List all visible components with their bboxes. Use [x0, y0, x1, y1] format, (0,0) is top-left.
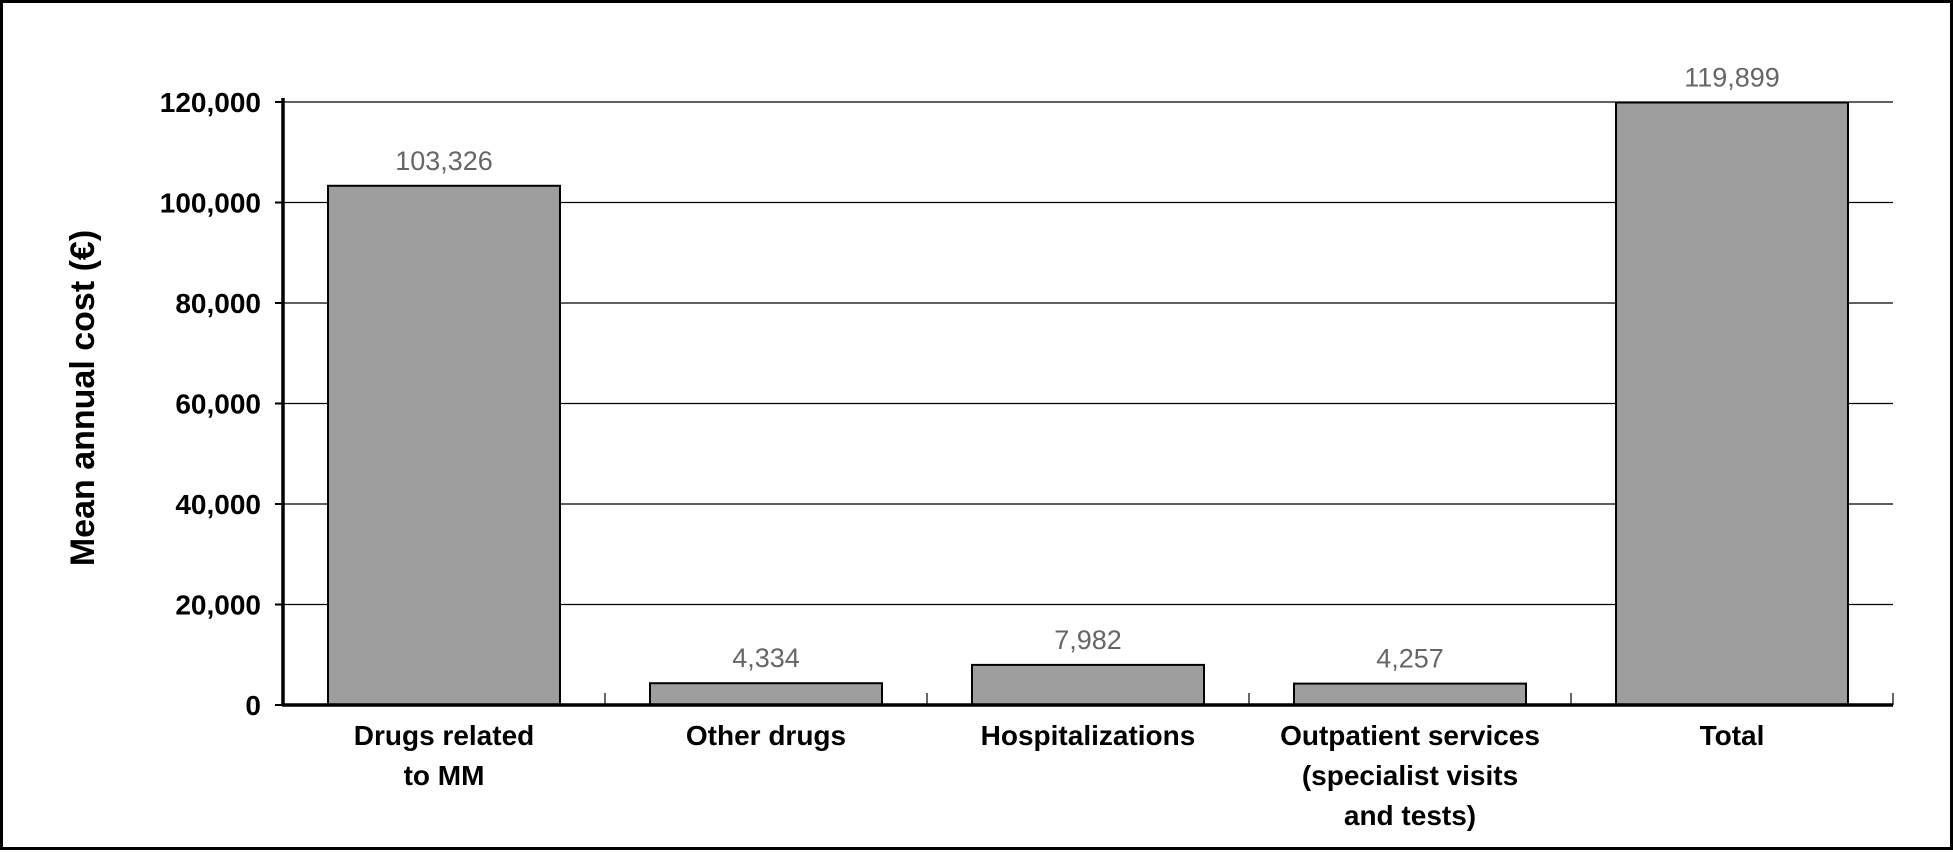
y-axis-title: Mean annual cost (€): [64, 230, 102, 566]
y-tick-label: 60,000: [175, 389, 261, 420]
data-label: 7,982: [1054, 625, 1122, 655]
bar: [327, 184, 561, 706]
data-label: 4,334: [732, 643, 800, 673]
x-tick-label: Hospitalizations: [981, 720, 1196, 751]
bars: [327, 101, 1849, 707]
labels: 0 20,000 40,000 60,000 80,000 100,000 120,000 1…: [160, 63, 1780, 831]
bar: [1293, 682, 1527, 707]
bar-chart: 0 20,000 40,000 60,000 80,000 100,000 120,000 1…: [64, 63, 1894, 831]
data-label: 4,257: [1376, 644, 1444, 674]
y-tick-label: 20,000: [175, 590, 261, 621]
y-tick-label: 100,000: [160, 188, 261, 219]
bar: [649, 682, 883, 707]
y-tick-label: 80,000: [175, 288, 261, 319]
x-tick-label: Total: [1700, 720, 1765, 751]
y-tick-label: 40,000: [175, 489, 261, 520]
y-tick-label: 0: [245, 690, 261, 721]
bar: [1615, 101, 1849, 707]
data-label: 103,326: [395, 146, 493, 176]
x-tick-label: Other drugs: [686, 720, 846, 751]
data-label: 119,899: [1684, 63, 1780, 93]
axes: [275, 98, 1894, 707]
x-tick-label: Outpatient services (specialist visits and…: [1280, 720, 1540, 831]
x-tick-label: Drugs related to MM: [354, 720, 535, 791]
bar: [971, 663, 1205, 706]
y-tick-label: 120,000: [160, 87, 261, 118]
